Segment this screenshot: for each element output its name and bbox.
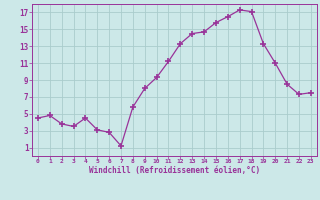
- X-axis label: Windchill (Refroidissement éolien,°C): Windchill (Refroidissement éolien,°C): [89, 166, 260, 175]
